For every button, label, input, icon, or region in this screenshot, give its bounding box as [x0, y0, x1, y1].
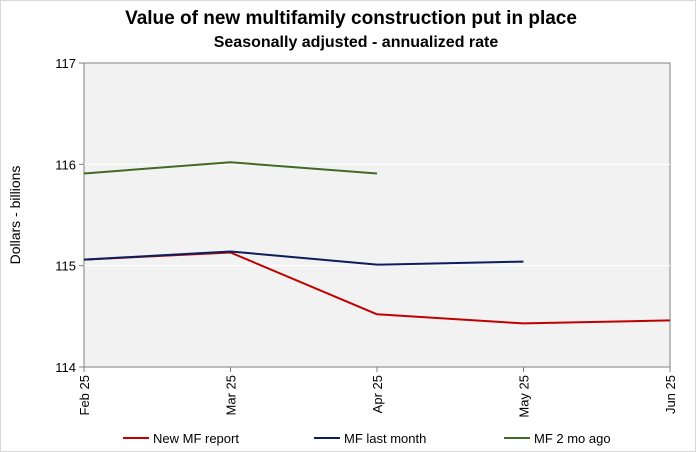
series-line-mf-2-mo-ago — [83, 161, 378, 175]
y-tick-label: 116 — [55, 157, 76, 172]
x-tick-label: Jun 25 — [663, 375, 678, 414]
x-tick-label: Apr 25 — [370, 375, 385, 413]
y-tick-label: 114 — [55, 360, 76, 375]
legend-label: New MF report — [153, 431, 239, 446]
x-axis-ticks: Feb 25 Mar 25 Apr 25 May 25 Jun 25 — [77, 367, 678, 418]
series-lines — [83, 161, 671, 325]
chart-title: Value of new multifamily construction pu… — [125, 8, 577, 29]
x-tick-label: May 25 — [517, 375, 532, 418]
legend-label: MF 2 mo ago — [534, 431, 611, 446]
legend: New MF report MF last month MF 2 mo ago — [123, 431, 611, 446]
y-axis-label: Dollars - billions — [7, 166, 23, 265]
y-axis-ticks: 114 115 116 117 — [55, 56, 84, 375]
y-tick-label: 117 — [55, 56, 76, 71]
legend-label: MF last month — [344, 431, 426, 446]
chart-subtitle: Seasonally adjusted - annualized rate — [214, 34, 499, 51]
plot-area — [83, 62, 671, 368]
gridlines — [84, 163, 670, 267]
x-tick-label: Feb 25 — [77, 375, 92, 415]
series-line-mf-last-month — [83, 250, 524, 266]
x-tick-label: Mar 25 — [224, 375, 239, 415]
y-tick-label: 115 — [55, 259, 76, 274]
